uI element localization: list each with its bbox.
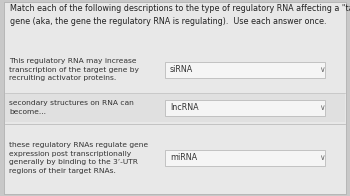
FancyBboxPatch shape [4, 2, 346, 194]
Text: ∨: ∨ [319, 103, 325, 112]
FancyBboxPatch shape [165, 100, 325, 115]
Text: siRNA: siRNA [170, 65, 193, 74]
FancyBboxPatch shape [5, 93, 345, 122]
FancyBboxPatch shape [165, 62, 325, 77]
Text: Match each of the following descriptions to the type of regulatory RNA affecting: Match each of the following descriptions… [10, 4, 350, 25]
FancyBboxPatch shape [5, 48, 345, 91]
Text: secondary structures on RNA can
become...: secondary structures on RNA can become..… [9, 100, 134, 115]
Text: lncRNA: lncRNA [170, 103, 199, 112]
FancyBboxPatch shape [165, 150, 325, 166]
FancyBboxPatch shape [5, 124, 345, 192]
Text: ∨: ∨ [319, 65, 325, 74]
Text: ∨: ∨ [319, 153, 325, 162]
Text: miRNA: miRNA [170, 153, 197, 162]
Text: these regulatory RNAs regulate gene
expression post transcriptionally
generally : these regulatory RNAs regulate gene expr… [9, 142, 148, 174]
Text: This regulatory RNA may increase
transcription of the target gene by
recruiting : This regulatory RNA may increase transcr… [9, 58, 139, 81]
